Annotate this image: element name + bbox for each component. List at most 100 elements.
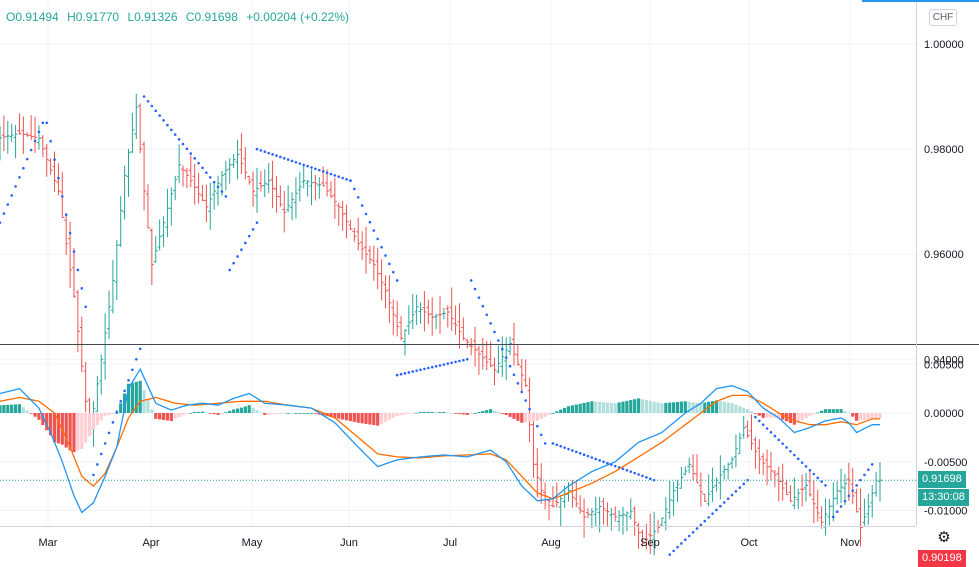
candle-down	[636, 522, 641, 549]
psar-dot	[722, 501, 726, 504]
candle-down	[383, 275, 388, 309]
candle-up	[134, 93, 139, 139]
x-tick-label: Oct	[740, 537, 757, 549]
macd-histogram-bar	[714, 400, 719, 413]
macd-line	[0, 367, 880, 514]
macd-histogram-bar	[847, 412, 851, 414]
macd-histogram-bar	[746, 409, 750, 413]
candle-down	[757, 439, 762, 474]
psar-dot	[804, 465, 808, 468]
macd-histogram-bar	[457, 413, 462, 414]
macd-histogram-bar	[578, 403, 582, 413]
candle-down	[788, 485, 793, 503]
psar-dot	[715, 508, 718, 512]
macd-histogram-bar	[411, 413, 415, 414]
plot-area: SAR	[0, 93, 916, 556]
psar-dot	[582, 453, 586, 456]
macd-histogram-bar	[364, 413, 368, 424]
candle-down	[348, 220, 353, 231]
psar-dot	[824, 484, 827, 487]
macd-histogram-bar	[49, 413, 53, 436]
candle-up	[0, 125, 2, 161]
psar-dot	[247, 234, 251, 238]
candle-down	[282, 190, 287, 233]
macd-histogram-bar	[87, 413, 92, 437]
candle-up	[621, 506, 626, 535]
candle-up	[122, 165, 127, 220]
macd-histogram-bar	[730, 403, 734, 413]
candle-down	[328, 181, 333, 199]
psar-dot	[22, 166, 25, 170]
macd-histogram-bar	[134, 381, 138, 413]
macd-histogram-bar	[823, 409, 828, 413]
macd-histogram-bar	[10, 404, 14, 413]
candle-down	[399, 316, 404, 341]
macd-histogram-bar	[123, 393, 127, 413]
macd-histogram-bar	[294, 413, 298, 414]
psar-dot	[407, 371, 411, 374]
psar-dot	[388, 262, 391, 266]
candle-down	[371, 245, 376, 281]
psar-dot	[699, 523, 703, 527]
candle-down	[473, 326, 478, 367]
currency-button[interactable]: CHF	[929, 9, 957, 26]
candle-up	[153, 235, 158, 263]
psar-dot	[45, 121, 49, 125]
x-tick-label: Jul	[443, 537, 457, 549]
macd-histogram-bar	[407, 413, 411, 414]
macd-histogram-bar	[765, 413, 769, 418]
psar-dot	[345, 178, 348, 181]
psar-dot	[446, 362, 450, 365]
macd-histogram-bar	[594, 401, 598, 413]
candle-down	[768, 451, 773, 481]
psar-dot	[586, 454, 590, 458]
candle-up	[796, 488, 801, 510]
macd-histogram-bar	[504, 413, 508, 415]
psar-dot	[598, 459, 601, 462]
candle-up	[434, 313, 439, 330]
psar-dot	[282, 156, 286, 160]
psar-dot	[703, 519, 707, 523]
macd-histogram-bar	[21, 407, 25, 413]
psar-dot	[855, 484, 858, 487]
candle-down	[364, 226, 369, 274]
macd-histogram-bar	[481, 411, 485, 413]
candle-down	[336, 202, 341, 226]
candle-down	[391, 299, 396, 335]
psar-dot	[734, 490, 738, 493]
macd-histogram-bar	[819, 410, 824, 413]
psar-dot	[454, 360, 457, 364]
macd-histogram-bar	[251, 407, 255, 413]
macd-histogram-bar	[769, 413, 773, 418]
macd-histogram-bar	[434, 412, 438, 413]
macd-histogram-bar	[150, 409, 154, 413]
candle-down	[850, 468, 855, 505]
candle-up	[624, 511, 629, 532]
macd-histogram-bar	[376, 413, 380, 426]
macd-histogram-bar	[243, 406, 247, 413]
x-tick-label: Apr	[142, 537, 159, 549]
candle-down	[60, 172, 65, 218]
psar-dot	[197, 161, 200, 165]
psar-dot	[372, 229, 376, 232]
candle-down	[644, 523, 649, 550]
psar-dot	[812, 472, 816, 476]
ohlc-legend: O0.91494 H0.91770 L0.91326 C0.91698 +0.0…	[6, 10, 354, 24]
psar-dot	[458, 359, 461, 363]
macd-histogram-bar	[668, 402, 672, 413]
psar-dot	[72, 250, 76, 253]
psar-dot	[251, 228, 255, 231]
candle-down	[332, 177, 337, 219]
gear-icon[interactable]: ⚙	[937, 529, 951, 546]
psar-dot	[6, 203, 10, 206]
candle-up	[628, 498, 633, 520]
macd-histogram-bar	[734, 404, 738, 413]
macd-histogram-bar	[17, 404, 22, 413]
candle-up	[866, 493, 871, 525]
candle-up	[558, 494, 563, 526]
candle-down	[196, 173, 201, 204]
candle-down	[21, 116, 26, 154]
psar-dot	[29, 148, 33, 152]
psar-dot	[368, 220, 372, 224]
